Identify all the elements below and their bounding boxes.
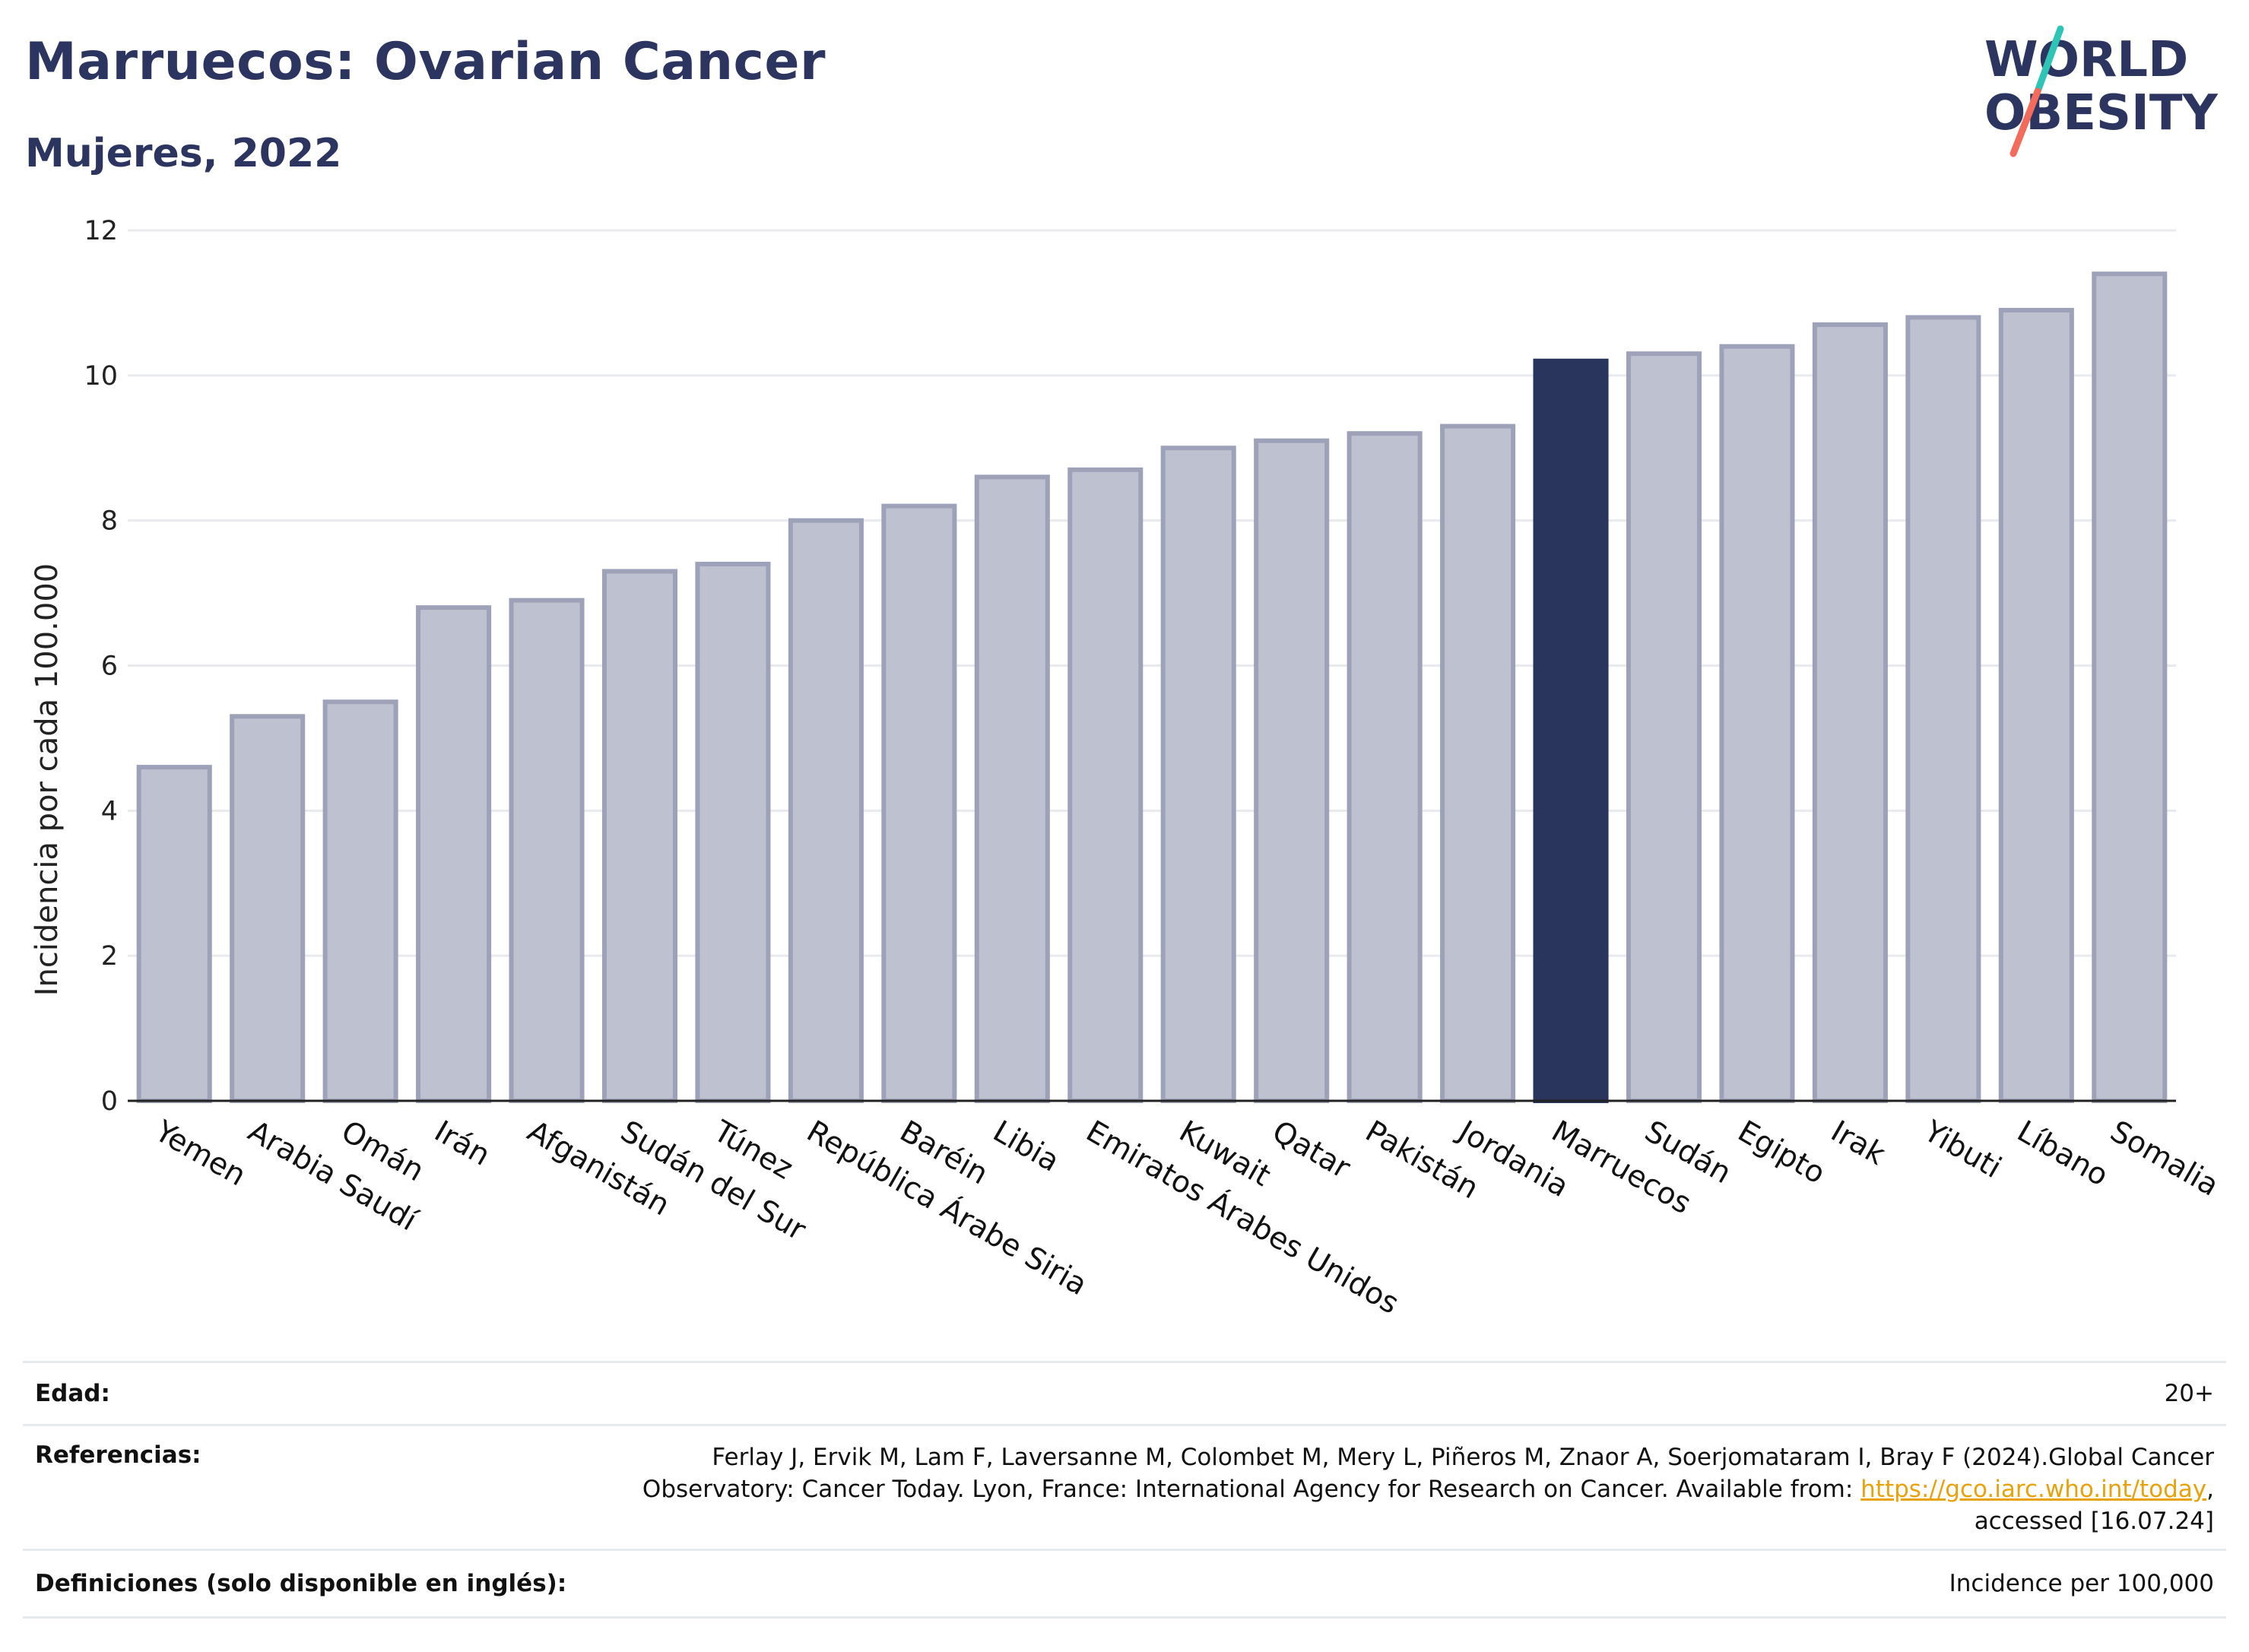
logo-line-1: WORLD	[1984, 32, 2188, 88]
bars	[136, 271, 2168, 1104]
bar-pakistán	[1347, 431, 1423, 1103]
definitions-label: Definiciones (solo disponible en inglés)…	[35, 1570, 567, 1597]
bar-túnez	[695, 561, 771, 1103]
bar-líbano	[1998, 307, 2074, 1103]
y-tick-label: 12	[84, 216, 118, 246]
bar-emiratos-árabes-unidos	[1067, 467, 1144, 1103]
info-row-age: Edad: 20+	[23, 1361, 2226, 1424]
bar-sudán-del-sur	[601, 569, 678, 1103]
references-text-1: Ferlay J, Ervik M, Lam F, Laversanne M, …	[642, 1444, 2214, 1503]
references-text-2: , accessed [16.07.24]	[1974, 1476, 2214, 1535]
chart-subtitle: Mujeres, 2022	[25, 131, 342, 176]
bar-omán	[322, 699, 398, 1103]
age-label: Edad:	[35, 1380, 110, 1407]
logo-accent-coral	[2010, 87, 2041, 157]
x-tick-label: Libia	[987, 1115, 1064, 1179]
y-tick-label: 8	[101, 506, 118, 537]
y-axis-title: Incidencia por cada 100.000	[30, 563, 65, 997]
x-tick-label: Egipto	[1732, 1115, 1831, 1191]
bar-irán	[416, 605, 492, 1103]
references-link[interactable]: https://gco.iarc.who.int/today	[1860, 1476, 2207, 1503]
x-tick-label: Irak	[1825, 1115, 1891, 1172]
bar-libia	[974, 474, 1050, 1103]
bar-qatar	[1254, 438, 1330, 1103]
x-tick-label: Yibuti	[1918, 1114, 2007, 1185]
y-tick-label: 10	[84, 361, 118, 392]
bar-afganistán	[509, 598, 585, 1103]
bar-kuwait	[1160, 446, 1236, 1103]
bar-yibuti	[1905, 315, 1981, 1103]
x-tick-label: Líbano	[2011, 1115, 2114, 1194]
x-tick-label: Yemen	[148, 1114, 251, 1193]
references-label: Referencias:	[35, 1441, 201, 1469]
bar-egipto	[1719, 344, 1795, 1103]
x-tick-label: Qatar	[1267, 1115, 1356, 1186]
age-value: 20+	[2164, 1380, 2214, 1407]
y-tick-label: 0	[101, 1086, 118, 1117]
bar-baréin	[881, 503, 957, 1103]
info-row-definitions: Definiciones (solo disponible en inglés)…	[23, 1549, 2226, 1619]
bar-yemen	[136, 765, 212, 1103]
bar-arabia-saudí	[230, 714, 306, 1104]
x-tick-label: Somalia	[2105, 1115, 2225, 1203]
world-obesity-logo: WORLD OBESITY	[1984, 25, 2218, 157]
chart-title: Marruecos: Ovarian Cancer	[25, 32, 826, 92]
y-axis-ticks: 0 2 4 6 8 10 12	[84, 216, 118, 1117]
x-tick-label: Irán	[429, 1115, 496, 1173]
definitions-value: Incidence per 100,000	[1949, 1570, 2214, 1597]
bar-jordania	[1440, 423, 1516, 1103]
references-value: Ferlay J, Ervik M, Lam F, Laversanne M, …	[579, 1441, 2214, 1537]
y-tick-label: 2	[101, 941, 118, 972]
info-row-references: Referencias: Ferlay J, Ervik M, Lam F, L…	[23, 1424, 2226, 1549]
y-tick-label: 4	[101, 796, 118, 826]
bar-somalia	[2092, 271, 2168, 1103]
info-table: Edad: 20+ Referencias: Ferlay J, Ervik M…	[23, 1361, 2226, 1619]
y-tick-label: 6	[101, 652, 118, 682]
bar-irak	[1812, 322, 1888, 1103]
bar-marruecos	[1533, 358, 1609, 1103]
bar-sudán	[1626, 351, 1702, 1104]
bar-república-árabe-siria	[788, 518, 864, 1103]
logo-accent-teal	[2034, 25, 2064, 95]
